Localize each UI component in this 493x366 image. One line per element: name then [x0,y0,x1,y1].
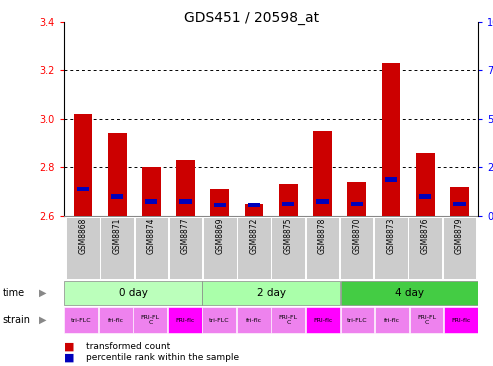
Text: 0 day: 0 day [119,288,147,298]
Text: ▶: ▶ [39,315,47,325]
Text: fri-flc: fri-flc [246,318,262,322]
Bar [168,307,202,333]
Bar [375,307,409,333]
Bar [65,307,98,333]
Text: ▶: ▶ [39,288,47,298]
Text: 4 day: 4 day [395,288,423,298]
Bar [101,217,134,279]
Bar [306,217,339,279]
Bar [351,202,363,206]
Bar [347,182,366,216]
Bar [416,153,434,216]
Text: percentile rank within the sample: percentile rank within the sample [86,354,240,362]
Bar [108,134,127,216]
Bar [203,217,237,279]
Text: tri-FLC: tri-FLC [347,318,368,322]
Bar [341,281,478,305]
Bar [211,189,229,216]
Text: fri-flc: fri-flc [384,318,400,322]
Bar [317,199,329,203]
Text: GSM8878: GSM8878 [318,218,327,254]
Bar [450,187,469,216]
Bar [443,217,476,279]
Bar [176,160,195,216]
Bar [248,203,260,207]
Bar [340,217,374,279]
Text: GSM8876: GSM8876 [421,218,430,254]
Text: GSM8868: GSM8868 [78,218,87,254]
Text: transformed count: transformed count [86,343,171,351]
Text: tri-FLC: tri-FLC [71,318,92,322]
Bar [282,202,294,206]
Text: GSM8873: GSM8873 [387,218,395,254]
Bar [213,203,226,207]
Text: FRI-FL
C: FRI-FL C [279,315,298,325]
Bar [203,281,340,305]
Bar [444,307,478,333]
Text: GSM8874: GSM8874 [147,218,156,254]
Text: GSM8869: GSM8869 [215,218,224,254]
Bar [203,307,236,333]
Bar [142,168,161,216]
Bar [179,199,192,203]
Bar [245,204,263,216]
Bar [135,217,168,279]
Bar [410,307,443,333]
Bar [134,307,167,333]
Bar [99,307,133,333]
Text: tri-FLC: tri-FLC [209,318,230,322]
Bar [145,199,157,203]
Bar [77,187,89,191]
Text: GSM8870: GSM8870 [352,218,361,254]
Text: FRI-flc: FRI-flc [313,318,333,322]
Text: strain: strain [2,315,31,325]
Bar [382,63,400,216]
Bar [272,217,305,279]
Text: GDS451 / 20598_at: GDS451 / 20598_at [184,11,319,25]
Bar [66,217,100,279]
Bar [65,281,202,305]
Bar [73,114,92,216]
Text: ■: ■ [64,353,74,363]
Text: FRI-flc: FRI-flc [175,318,195,322]
Bar [306,307,340,333]
Bar [169,217,202,279]
Bar [419,194,431,199]
Bar [374,217,408,279]
Text: GSM8871: GSM8871 [112,218,122,254]
Bar [272,307,305,333]
Text: time: time [2,288,25,298]
Bar [408,217,442,279]
Bar [279,184,298,216]
Text: GSM8877: GSM8877 [181,218,190,254]
Bar [111,194,123,199]
Text: GSM8875: GSM8875 [284,218,293,254]
Text: ■: ■ [64,342,74,352]
Text: GSM8879: GSM8879 [455,218,464,254]
Text: GSM8872: GSM8872 [249,218,258,254]
Bar [385,178,397,182]
Bar [313,131,332,216]
Text: 2 day: 2 day [257,288,285,298]
Bar [237,217,271,279]
Text: FRI-FL
C: FRI-FL C [141,315,160,325]
Text: FRI-FL
C: FRI-FL C [417,315,436,325]
Bar [237,307,271,333]
Bar [453,202,465,206]
Text: fri-flc: fri-flc [108,318,124,322]
Bar [341,307,374,333]
Text: FRI-flc: FRI-flc [451,318,471,322]
